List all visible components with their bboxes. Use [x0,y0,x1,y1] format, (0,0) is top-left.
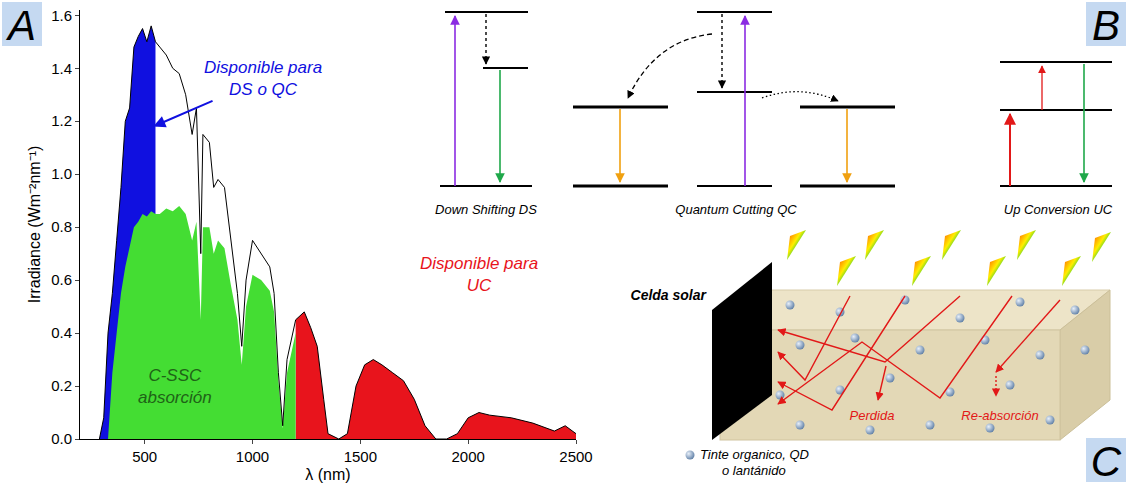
svg-text:2500: 2500 [559,448,592,465]
svg-text:1000: 1000 [236,448,269,465]
svg-text:Tinte organico, QD: Tinte organico, QD [700,447,809,462]
svg-text:0.4: 0.4 [51,324,72,341]
svg-text:Celda solar: Celda solar [631,287,708,303]
svg-text:Up Conversion UC: Up Conversion UC [1004,202,1113,217]
svg-text:0.6: 0.6 [51,271,72,288]
svg-text:C: C [1091,438,1122,484]
svg-text:Perdida: Perdida [850,408,895,423]
svg-text:B: B [1092,2,1120,49]
svg-text:0.2: 0.2 [51,377,72,394]
svg-text:Down Shifting DS: Down Shifting DS [435,202,537,217]
svg-text:0.0: 0.0 [51,430,72,447]
svg-text:2000: 2000 [451,448,484,465]
svg-text:1.2: 1.2 [51,112,72,129]
svg-text:λ (nm): λ (nm) [305,466,350,483]
svg-text:A: A [5,2,36,49]
svg-text:1500: 1500 [344,448,377,465]
svg-text:Quantum Cutting QC: Quantum Cutting QC [675,202,797,217]
svg-text:500: 500 [132,448,157,465]
svg-text:1.6: 1.6 [51,7,72,24]
svg-text:0.8: 0.8 [51,218,72,235]
svg-text:o lantánido: o lantánido [722,463,786,478]
svg-text:Irradiance (Wm⁻²nm⁻¹): Irradiance (Wm⁻²nm⁻¹) [26,146,43,304]
svg-text:1.0: 1.0 [51,165,72,182]
svg-text:Disponible paraDS o QC: Disponible paraDS o QC [204,58,322,99]
svg-text:Re-absorción: Re-absorción [961,408,1038,423]
svg-text:C-SSCabsorción: C-SSCabsorción [138,366,212,407]
svg-text:Disponible paraUC: Disponible paraUC [420,254,538,295]
svg-text:1.4: 1.4 [51,60,72,77]
